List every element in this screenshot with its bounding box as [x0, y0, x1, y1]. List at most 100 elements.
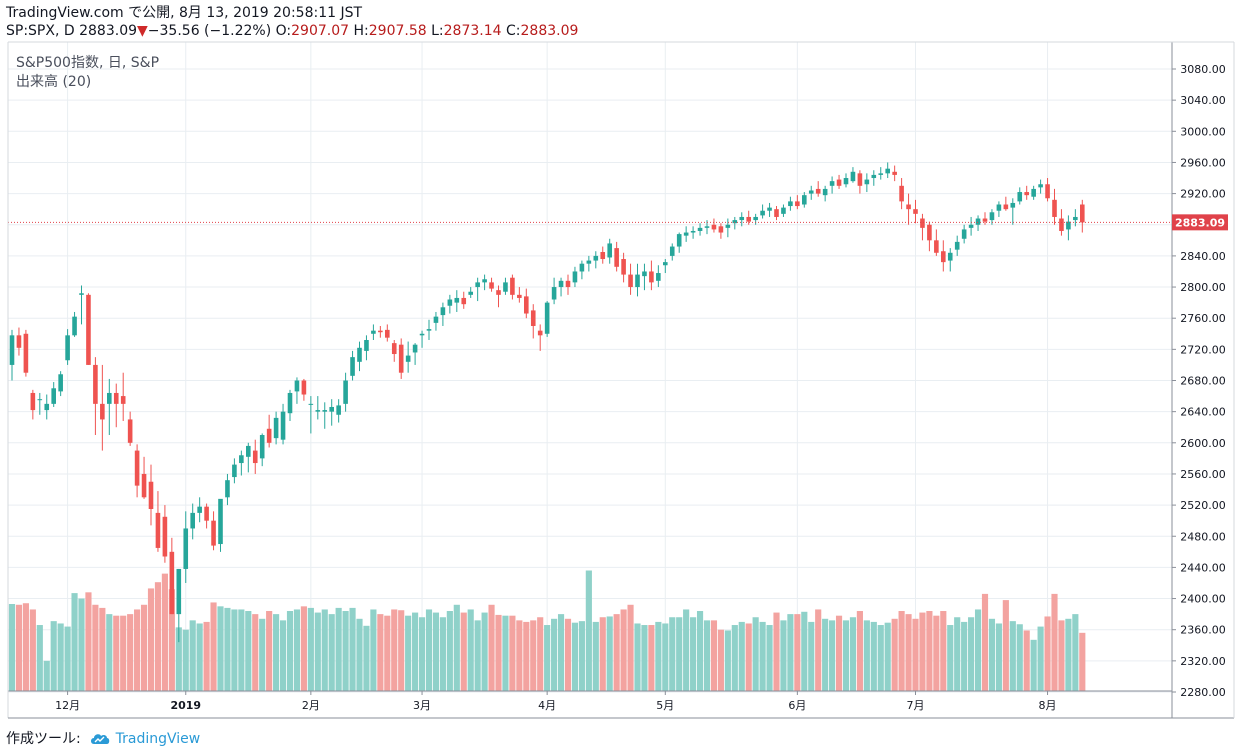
candle-body — [767, 207, 772, 211]
volume-bar — [863, 620, 870, 691]
volume-bar — [495, 614, 502, 691]
candle-body — [72, 316, 77, 336]
candle-body — [788, 201, 793, 207]
y-tick-label: 2960.00 — [1180, 156, 1226, 169]
y-tick-label: 2680.00 — [1180, 375, 1226, 388]
candle-body — [1038, 184, 1043, 188]
volume-bar — [780, 620, 787, 691]
candle-body — [544, 302, 550, 334]
candle-body — [37, 399, 43, 401]
candle-body — [774, 209, 779, 217]
tradingview-cloud-icon — [91, 734, 110, 744]
volume-bar — [349, 607, 356, 691]
price-axis[interactable]: 3080.003040.003000.002960.002920.002880.… — [1172, 63, 1226, 699]
candle-body — [739, 216, 745, 221]
volume-bar — [981, 593, 989, 691]
candle-body — [968, 224, 974, 228]
candle-body — [621, 259, 626, 275]
volume-bar — [127, 614, 134, 691]
volume-bar — [245, 611, 252, 691]
candle-body — [614, 248, 619, 267]
candle-body — [1066, 221, 1071, 230]
y-tick-label: 2320.00 — [1180, 655, 1226, 668]
candle-body — [635, 274, 640, 288]
volume-bar — [314, 612, 321, 691]
candle-body — [836, 179, 842, 186]
volume-bar — [22, 603, 29, 691]
candle-body — [829, 181, 835, 186]
candle-body — [9, 335, 15, 365]
volume-bar — [606, 616, 613, 691]
volume-bar — [370, 609, 377, 691]
candle-body — [183, 528, 189, 569]
volume-bar — [849, 617, 857, 691]
volume-bar — [926, 611, 933, 691]
candle-body — [162, 516, 168, 557]
low-label: L: — [431, 23, 444, 39]
volume-bar — [794, 614, 801, 691]
candle-body — [558, 280, 564, 288]
candle-body — [1003, 204, 1009, 210]
candle-body — [649, 271, 654, 283]
volume-bar — [912, 618, 919, 691]
candle-body — [93, 364, 98, 404]
x-tick-label: 4月 — [538, 699, 556, 712]
y-tick-label: 2480.00 — [1180, 530, 1226, 543]
volume-bar — [238, 609, 245, 691]
candle-body — [760, 210, 765, 216]
candle-body — [127, 419, 133, 443]
candle-body — [107, 392, 112, 404]
volume-bar — [710, 620, 718, 691]
candle-body — [65, 335, 70, 361]
candle-body — [426, 329, 432, 331]
x-tick-label: 2019 — [170, 699, 201, 712]
volume-bar — [210, 602, 217, 691]
volume-bar — [870, 621, 877, 691]
candle-body — [795, 201, 800, 207]
time-axis[interactable]: 12月 2019 2月 3月 4月 5月 6月 7月 8月 — [55, 691, 1057, 712]
candle-body — [440, 307, 446, 316]
candle-body — [287, 392, 293, 414]
volume-bar — [147, 588, 155, 691]
volume-bar — [1044, 616, 1051, 691]
y-tick-label: 2920.00 — [1180, 188, 1226, 201]
candle-body — [579, 263, 585, 272]
volume-bar — [405, 615, 412, 691]
candle-body — [294, 380, 300, 392]
volume-bar — [120, 615, 127, 691]
y-tick-label: 2400.00 — [1180, 593, 1226, 606]
published-info: TradingView.com で公開, 8月 13, 2019 20:58:1… — [6, 5, 363, 21]
volume-bar — [877, 625, 884, 691]
candle-body — [934, 240, 939, 253]
candle-body — [913, 209, 918, 214]
volume-bar — [99, 607, 106, 691]
volume-bar — [321, 609, 328, 691]
volume-bar — [1002, 600, 1009, 691]
volume-bar — [738, 621, 745, 691]
candle-body — [927, 224, 932, 241]
volume-bar — [439, 617, 446, 691]
candle-body — [58, 374, 63, 392]
candle-body — [517, 294, 522, 298]
volume-bar — [1030, 639, 1037, 691]
candle-body — [996, 204, 1002, 211]
volume-bar — [822, 618, 829, 691]
candle-body — [593, 255, 599, 261]
y-tick-label: 3000.00 — [1180, 125, 1226, 138]
volume-bar — [627, 604, 634, 691]
candle-body — [1052, 199, 1057, 217]
volume-bar — [391, 609, 398, 691]
candle-body — [947, 252, 953, 261]
volume-bar — [446, 611, 453, 691]
y-tick-label: 2720.00 — [1180, 343, 1226, 356]
tradingview-link[interactable]: TradingView — [115, 731, 201, 747]
volume-bar — [1051, 593, 1058, 691]
y-tick-label: 2280.00 — [1180, 686, 1226, 699]
volume-bar — [509, 615, 516, 691]
volume-legend: 出来高 (20) — [16, 73, 91, 90]
candle-body — [280, 411, 286, 440]
candle-body — [468, 291, 473, 295]
volume-bar — [592, 621, 599, 691]
volume-bar — [92, 604, 99, 691]
